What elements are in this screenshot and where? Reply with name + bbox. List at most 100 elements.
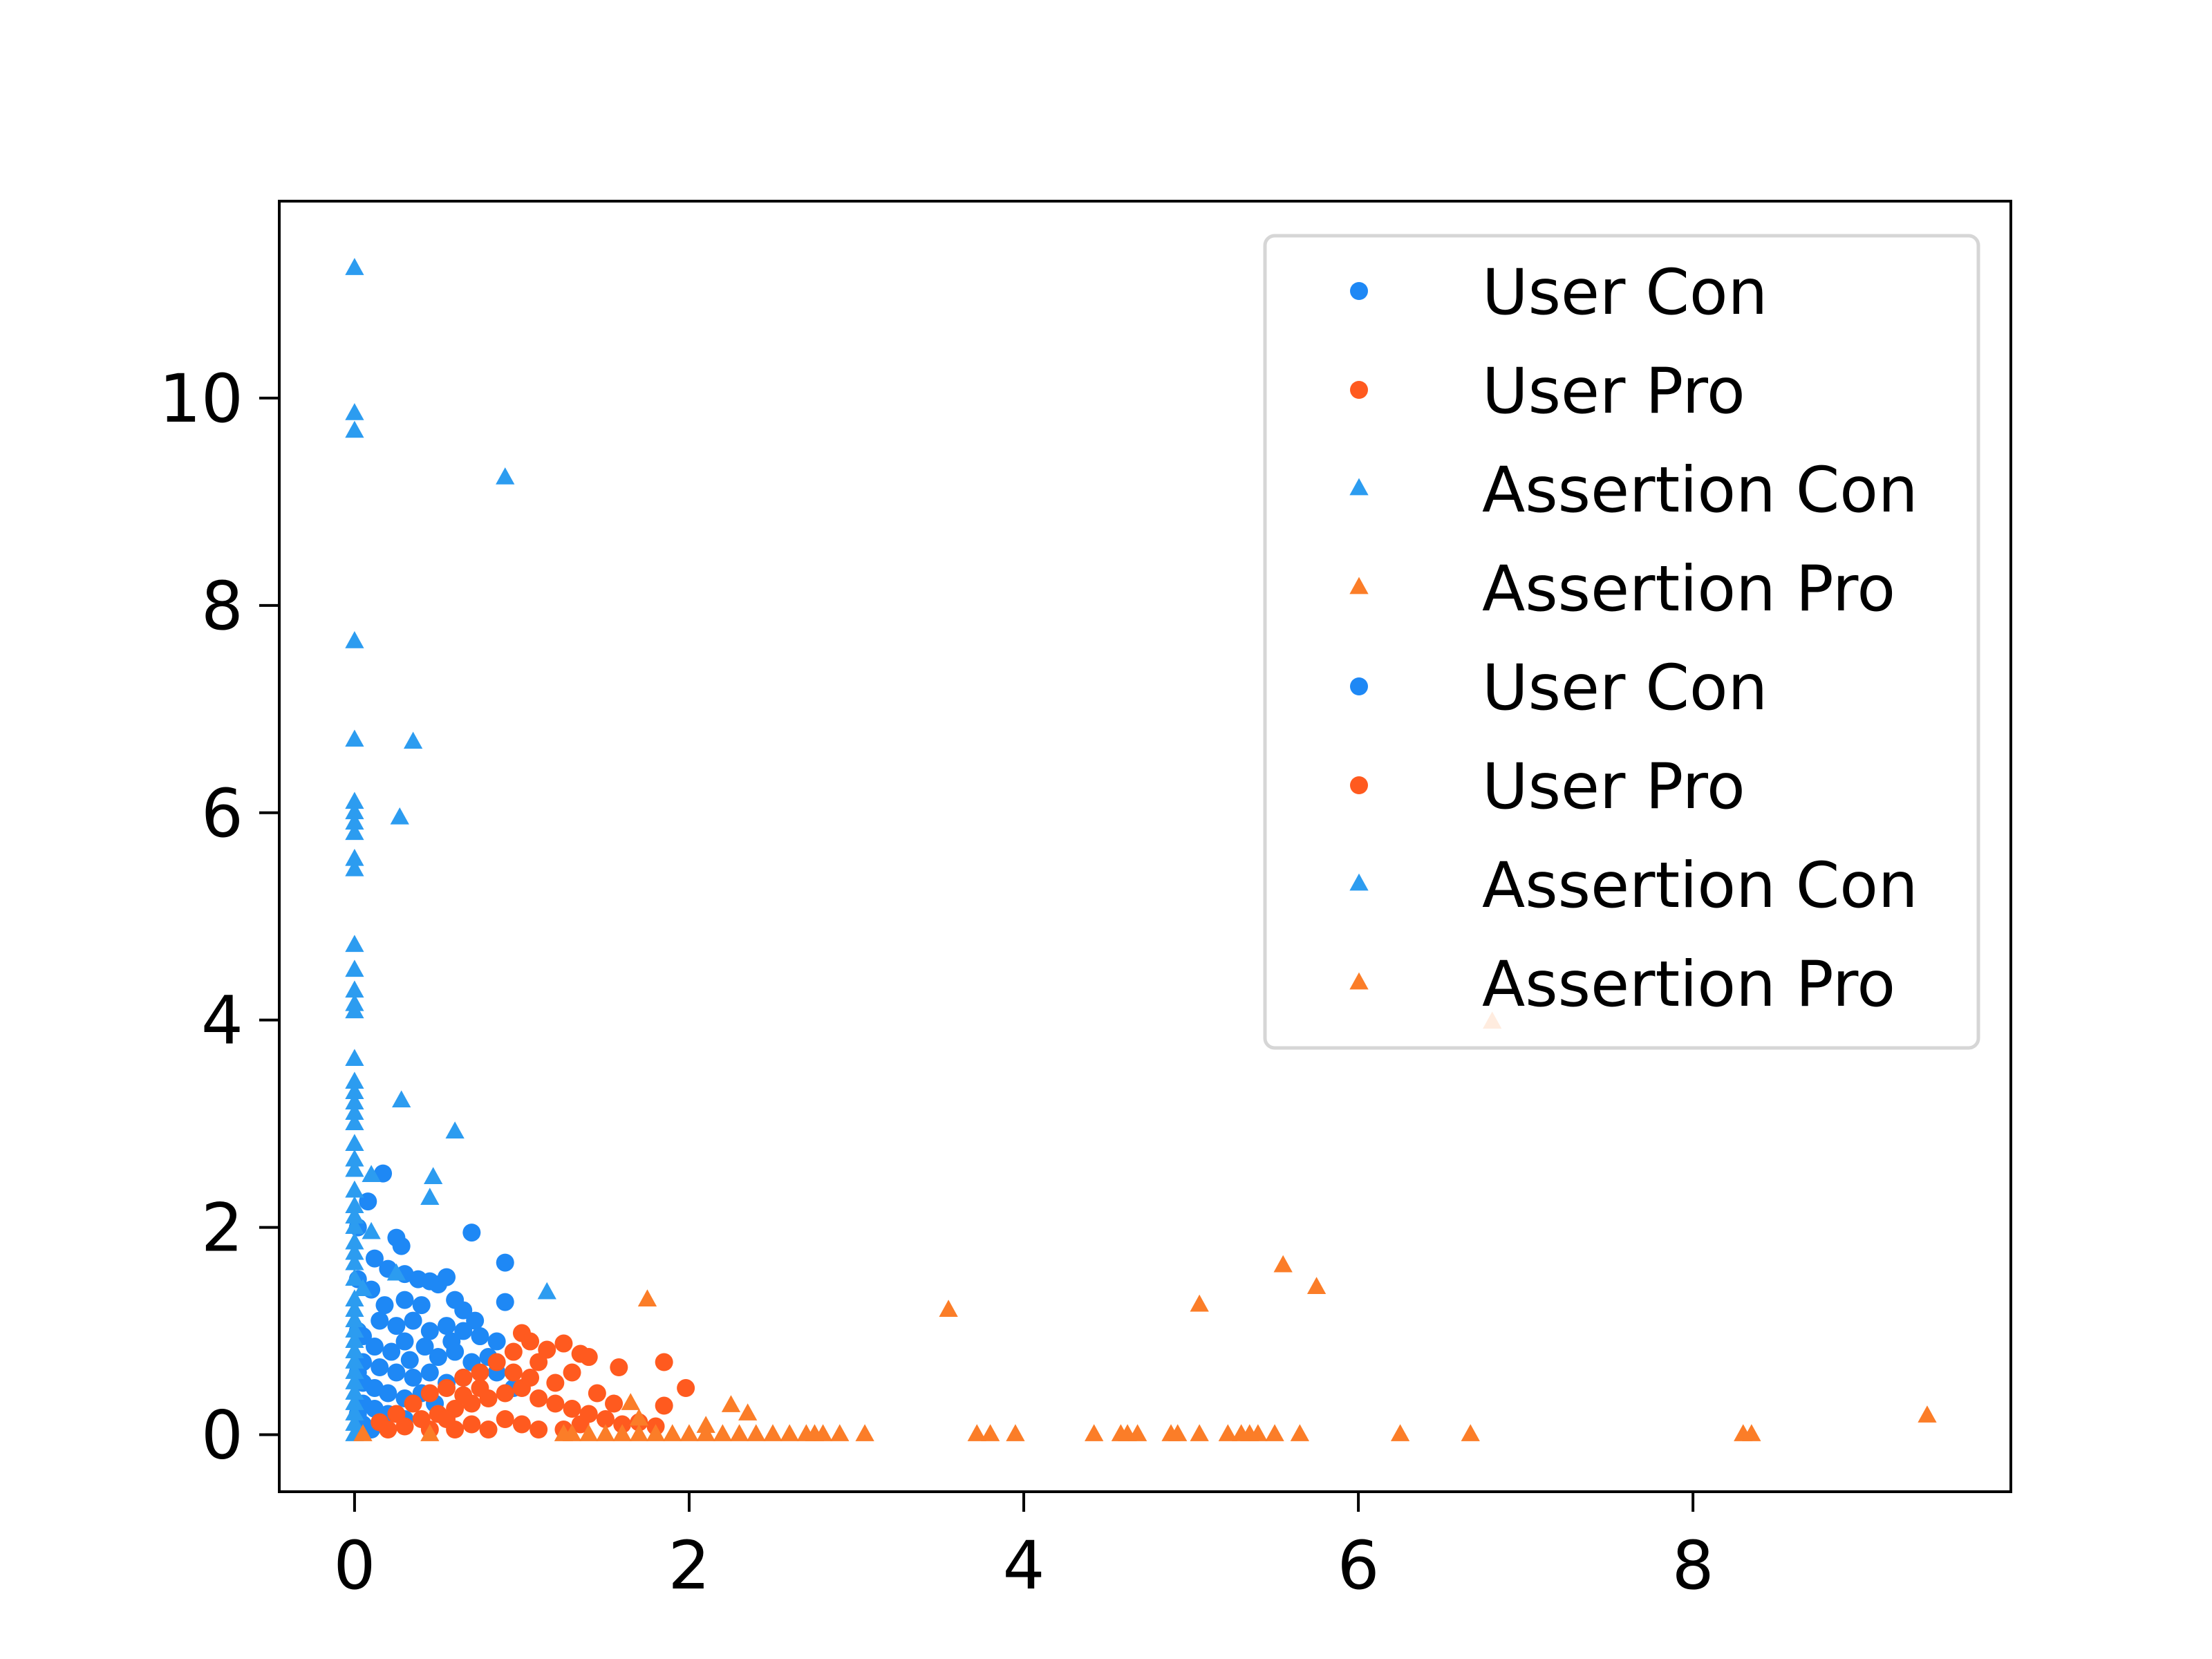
data-point bbox=[345, 1310, 364, 1327]
data-point bbox=[404, 1394, 422, 1413]
y-tick-label: 10 bbox=[159, 360, 243, 438]
data-point bbox=[345, 1253, 364, 1271]
data-point bbox=[395, 1417, 414, 1436]
data-point bbox=[579, 1348, 598, 1367]
y-tick-label: 0 bbox=[201, 1397, 243, 1474]
data-point bbox=[382, 1342, 401, 1361]
data-point bbox=[362, 1165, 381, 1183]
x-tick-label: 0 bbox=[333, 1527, 375, 1604]
data-point bbox=[386, 1263, 406, 1281]
data-point bbox=[345, 980, 364, 998]
data-point bbox=[571, 1415, 590, 1434]
data-point bbox=[379, 1384, 397, 1403]
data-point bbox=[496, 1293, 514, 1311]
data-point bbox=[696, 1424, 715, 1441]
data-point bbox=[345, 1113, 364, 1131]
data-point bbox=[579, 1424, 599, 1441]
x-tick-label: 4 bbox=[1002, 1527, 1044, 1604]
data-point bbox=[780, 1424, 799, 1441]
data-point bbox=[365, 1338, 384, 1356]
data-point bbox=[424, 1167, 443, 1185]
data-point bbox=[496, 1253, 514, 1272]
legend-label: User Pro bbox=[1482, 355, 1745, 428]
data-point bbox=[400, 1351, 419, 1369]
x-tick-label: 8 bbox=[1672, 1527, 1714, 1604]
data-point bbox=[679, 1424, 699, 1441]
data-point bbox=[521, 1332, 540, 1351]
data-point bbox=[471, 1363, 489, 1382]
data-point bbox=[454, 1301, 473, 1320]
axes-layer: 0 2 4 6 8 0 2 4 6 8 10 bbox=[159, 360, 1714, 1604]
data-point bbox=[345, 403, 364, 420]
data-point bbox=[512, 1415, 531, 1434]
points-layer bbox=[345, 258, 1937, 1441]
data-point bbox=[345, 1134, 364, 1152]
data-point bbox=[365, 1249, 384, 1268]
data-point bbox=[420, 1424, 440, 1441]
data-point bbox=[345, 1362, 364, 1379]
data-point bbox=[345, 1393, 364, 1410]
data-point bbox=[471, 1379, 489, 1398]
data-point bbox=[445, 1121, 465, 1139]
data-point bbox=[345, 1082, 364, 1100]
data-point bbox=[371, 1358, 389, 1377]
data-point bbox=[496, 1384, 514, 1403]
legend-entry: User Pro bbox=[1350, 751, 1745, 823]
data-point bbox=[563, 1400, 581, 1418]
data-point bbox=[374, 1164, 393, 1183]
data-point bbox=[504, 1342, 523, 1361]
legend-circle-marker bbox=[1350, 677, 1368, 695]
data-point bbox=[1306, 1277, 1327, 1294]
data-point bbox=[387, 1363, 406, 1382]
data-point bbox=[596, 1410, 615, 1429]
data-point bbox=[345, 1268, 364, 1286]
legend-circle-marker bbox=[1350, 381, 1368, 399]
data-point bbox=[345, 1320, 364, 1338]
data-point bbox=[537, 1282, 556, 1300]
data-point bbox=[345, 1180, 364, 1198]
data-point bbox=[1111, 1424, 1131, 1441]
plot-frame bbox=[278, 200, 2012, 1493]
legend-entry: User Pro bbox=[1350, 355, 1745, 428]
data-point bbox=[521, 1369, 540, 1387]
data-point bbox=[345, 1382, 364, 1400]
data-point bbox=[1218, 1424, 1237, 1441]
data-point bbox=[345, 802, 364, 820]
data-point bbox=[403, 731, 423, 749]
data-point bbox=[554, 1424, 574, 1441]
data-point bbox=[738, 1403, 758, 1421]
data-point bbox=[345, 1071, 364, 1089]
data-point bbox=[438, 1379, 456, 1398]
data-point bbox=[563, 1363, 581, 1382]
data-point bbox=[345, 1232, 364, 1250]
series-1 bbox=[371, 1324, 695, 1439]
data-point bbox=[345, 1372, 364, 1389]
legend: User Con User Pro Assertion Con Assertion P… bbox=[1263, 234, 1980, 1050]
data-point bbox=[345, 420, 364, 438]
data-point bbox=[375, 1296, 394, 1315]
data-point bbox=[462, 1415, 481, 1434]
data-point bbox=[655, 1353, 673, 1371]
data-point bbox=[677, 1379, 695, 1398]
data-point bbox=[529, 1389, 548, 1408]
data-point bbox=[345, 1159, 364, 1177]
data-point bbox=[939, 1300, 958, 1317]
x-tick-label: 2 bbox=[668, 1527, 710, 1604]
data-point bbox=[1918, 1405, 1937, 1423]
data-point bbox=[412, 1296, 431, 1315]
data-point bbox=[546, 1374, 565, 1392]
legend-entry: User Con bbox=[1350, 652, 1768, 724]
data-point bbox=[345, 1403, 364, 1421]
data-point bbox=[466, 1311, 485, 1330]
data-point bbox=[529, 1353, 548, 1371]
data-point bbox=[471, 1327, 489, 1346]
data-point bbox=[379, 1421, 397, 1439]
data-point bbox=[345, 1103, 364, 1121]
data-point bbox=[496, 1410, 514, 1429]
legend-label: User Con bbox=[1482, 652, 1768, 724]
legend-entry: Assertion Con bbox=[1349, 850, 1918, 922]
data-point bbox=[529, 1421, 548, 1439]
y-tick-label: 2 bbox=[201, 1190, 243, 1267]
legend-entry: Assertion Pro bbox=[1349, 553, 1895, 626]
